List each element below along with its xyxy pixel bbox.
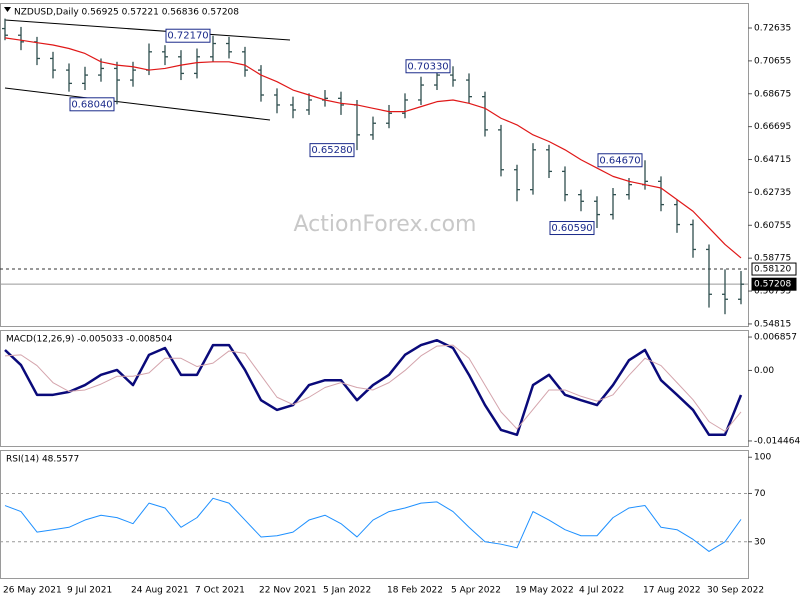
panel-frame: [0, 450, 749, 579]
y-tick-label: 30: [754, 537, 766, 547]
annotation-box: [69, 97, 115, 112]
annotation-box: [405, 59, 451, 74]
channel-line: [4, 87, 271, 121]
x-tick-label: 4 Jul 2022: [579, 586, 624, 596]
x-tick-label: 5 Apr 2022: [451, 586, 501, 596]
annotation-box: [597, 153, 643, 168]
x-tick-label: 18 Feb 2022: [387, 586, 443, 596]
y-tick-label: 0.60755: [754, 221, 791, 231]
x-tick-label: 5 Jan 2022: [323, 586, 371, 596]
annotation-label: 0.72170: [167, 31, 208, 42]
y-tick-label: 0.72635: [754, 23, 791, 33]
panel-frame: [0, 330, 749, 447]
x-tick-label: 30 Sep 2022: [707, 586, 764, 596]
y-tick-label: 100: [754, 453, 771, 463]
y-tick-label: 0.006857: [754, 333, 797, 343]
y-tick-label: 0.56795: [754, 287, 791, 297]
y-tick-label: 0.70655: [754, 56, 791, 66]
y-tick-label: 0.64715: [754, 155, 791, 165]
level-label-box: [751, 277, 797, 291]
annotation-label: 0.65280: [311, 145, 352, 156]
x-tick-label: 9 Jul 2021: [67, 586, 112, 596]
level-label: 0.58120: [754, 265, 791, 275]
annotation-label: 0.64670: [599, 155, 640, 166]
level-label: 0.57208: [754, 280, 791, 290]
panel-frame: [0, 3, 749, 327]
x-tick-label: 24 Aug 2021: [131, 586, 189, 596]
panel-title: MACD(12,26,9) -0.005033 -0.008504: [6, 335, 173, 345]
indicator-line: [4, 497, 742, 552]
level-label-box: [751, 262, 797, 276]
annotation-label: 0.60590: [551, 223, 592, 234]
annotation-box: [165, 28, 211, 43]
x-tick-label: 26 May 2021: [3, 586, 62, 596]
panel-title: RSI(14) 48.5577: [6, 455, 79, 465]
annotation-label: 0.70330: [407, 61, 448, 72]
y-tick-label: 0.62735: [754, 188, 791, 198]
channel-line: [4, 19, 291, 41]
y-tick-label: 0.54815: [754, 319, 791, 329]
panel-title: NZDUSD,Daily 0.56925 0.57221 0.56836 0.5…: [14, 8, 239, 18]
annotation-box: [309, 143, 355, 158]
x-tick-label: 22 Nov 2021: [259, 586, 317, 596]
annotation-label: 0.68040: [71, 99, 112, 110]
menu-triangle: [4, 7, 11, 12]
annotation-box: [549, 221, 595, 236]
moving-average: [4, 37, 742, 259]
y-tick-label: 0.66695: [754, 122, 791, 132]
x-tick-label: 17 Aug 2022: [643, 586, 701, 596]
y-tick-label: 0.00: [754, 366, 774, 376]
x-tick-label: 7 Oct 2021: [195, 586, 245, 596]
y-tick-label: 0.68675: [754, 89, 791, 99]
y-tick-label: 70: [754, 489, 766, 499]
indicator-line: [4, 344, 742, 432]
x-tick-label: 19 May 2022: [515, 586, 574, 596]
watermark: ActionForex.com: [294, 212, 477, 237]
indicator-line: [4, 338, 743, 437]
y-tick-label: 0.58775: [754, 254, 791, 264]
y-tick-label: -0.014464: [754, 436, 800, 446]
